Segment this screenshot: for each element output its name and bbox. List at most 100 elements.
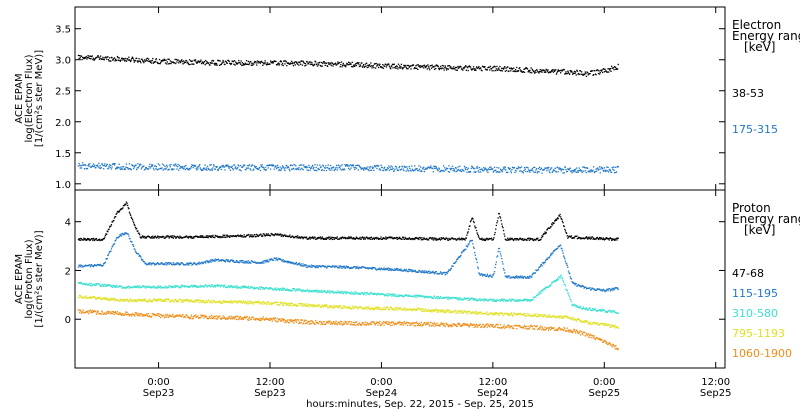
data-point	[178, 164, 180, 167]
data-point	[564, 260, 567, 262]
data-point	[390, 293, 392, 295]
data-point	[124, 168, 126, 170]
data-point	[277, 288, 279, 290]
data-point	[91, 55, 93, 57]
data-point	[420, 237, 422, 239]
data-point	[283, 260, 285, 262]
data-point	[456, 258, 458, 260]
data-point	[206, 235, 209, 237]
data-point	[191, 286, 194, 288]
data-point	[192, 166, 194, 169]
data-point	[565, 168, 567, 171]
data-point	[157, 300, 159, 302]
data-point	[559, 213, 561, 216]
data-point	[499, 65, 501, 68]
data-point	[585, 237, 587, 239]
data-point	[463, 67, 465, 70]
data-point	[303, 303, 305, 305]
data-point	[315, 169, 317, 171]
data-point	[99, 57, 101, 59]
data-point	[325, 62, 328, 64]
data-point	[448, 65, 451, 67]
data-point	[190, 262, 192, 265]
data-point	[224, 260, 226, 262]
data-point	[457, 297, 460, 299]
data-point	[461, 297, 463, 299]
data-point	[114, 60, 116, 62]
data-point	[263, 262, 265, 264]
data-point	[317, 62, 319, 64]
data-point	[221, 302, 224, 304]
data-point	[289, 289, 292, 291]
data-point	[169, 166, 171, 168]
data-point	[350, 236, 352, 238]
data-point	[166, 61, 168, 63]
data-point	[217, 169, 219, 171]
data-point	[121, 57, 123, 59]
data-point	[171, 168, 173, 170]
data-point	[612, 67, 615, 69]
data-point	[260, 235, 263, 237]
data-point	[138, 232, 140, 234]
data-point	[462, 67, 464, 69]
data-point	[232, 260, 234, 262]
data-point	[203, 60, 206, 63]
data-point	[259, 166, 261, 169]
data-point	[615, 171, 618, 173]
data-point	[87, 165, 89, 167]
data-point	[394, 268, 396, 270]
data-point	[558, 246, 560, 248]
data-point	[107, 231, 109, 233]
data-point	[139, 255, 141, 257]
data-point	[540, 71, 542, 73]
data-point	[247, 287, 249, 289]
data-point	[196, 166, 198, 168]
data-point	[469, 171, 472, 173]
data-point	[86, 57, 89, 59]
data-point	[308, 237, 310, 239]
data-point	[126, 202, 128, 204]
data-point	[319, 164, 321, 166]
data-point	[551, 224, 553, 226]
data-point	[533, 171, 535, 174]
data-point	[237, 300, 239, 302]
data-point	[119, 167, 121, 169]
data-point	[534, 72, 536, 74]
data-point	[614, 166, 616, 168]
data-point	[303, 61, 305, 63]
data-point	[93, 265, 95, 267]
data-point	[363, 64, 365, 66]
y-tick-label: 3.0	[55, 56, 71, 67]
data-point	[149, 286, 152, 288]
data-point	[321, 61, 323, 64]
proton-frame	[74, 189, 726, 369]
data-point	[495, 261, 497, 263]
data-point	[339, 166, 341, 169]
data-point	[592, 238, 594, 240]
data-point	[343, 168, 346, 170]
data-point	[561, 168, 564, 170]
data-point	[176, 166, 179, 168]
data-point	[167, 287, 170, 289]
data-point	[609, 290, 612, 292]
data-point	[298, 164, 301, 167]
data-point	[248, 262, 250, 264]
data-point	[161, 236, 163, 239]
data-point	[220, 63, 222, 65]
data-point	[155, 58, 157, 61]
data-point	[526, 68, 529, 70]
data-point	[506, 275, 508, 277]
data-point	[537, 167, 540, 170]
data-point	[117, 57, 119, 59]
data-point	[196, 235, 198, 237]
data-point	[329, 62, 331, 64]
data-point	[294, 61, 296, 63]
data-point	[279, 234, 281, 236]
data-point	[424, 65, 426, 67]
data-point	[266, 259, 269, 261]
data-point	[542, 234, 544, 236]
data-point	[344, 64, 346, 67]
data-point	[499, 251, 501, 253]
data-point	[111, 297, 113, 300]
data-point	[598, 168, 600, 170]
